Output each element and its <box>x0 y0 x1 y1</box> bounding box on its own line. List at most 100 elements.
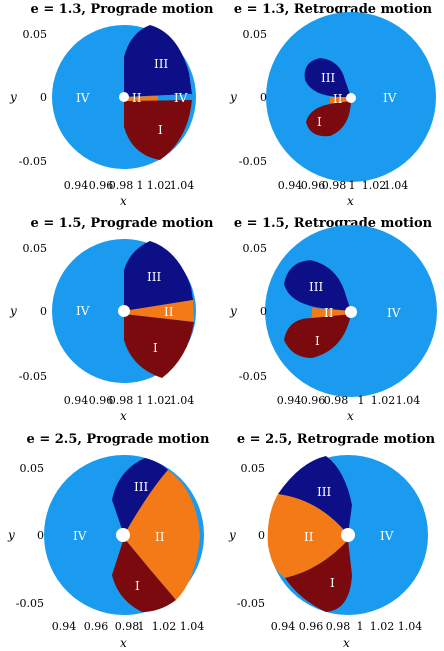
panel-title: e = 1.5, Prograde motion <box>31 216 214 231</box>
y-tick-label: -0.05 <box>239 155 267 168</box>
region-label: III <box>154 57 168 71</box>
region-III <box>304 58 351 97</box>
y-tick-label: -0.05 <box>239 370 267 383</box>
region-label: II <box>333 92 343 106</box>
y-tick-label: 0.05 <box>20 462 45 475</box>
x-tick-label: 1 <box>138 620 145 633</box>
region-label: II <box>155 530 165 544</box>
region-label: I <box>135 579 140 593</box>
y-ticks: 0.05 0 -0.05 <box>19 242 47 383</box>
panel-title: e = 2.5, Prograde motion <box>27 432 210 447</box>
region-label: I <box>315 334 320 348</box>
region-label: I <box>158 123 163 137</box>
region-III <box>124 241 193 311</box>
region-III <box>284 260 351 311</box>
region-III <box>112 458 168 535</box>
y-axis-label: y <box>7 528 15 542</box>
region-label: IV <box>387 306 401 320</box>
region-label: II <box>132 91 142 105</box>
region-label: III <box>317 485 331 499</box>
region-III <box>124 25 192 97</box>
x-tick-label: 0.94 <box>278 179 303 192</box>
x-tick-label: 1.02 <box>152 620 177 633</box>
x-tick-label: 1.04 <box>170 179 195 192</box>
y-tick-label: -0.05 <box>19 155 47 168</box>
secondary-body-marker <box>346 93 356 103</box>
region-label: IV <box>380 529 394 543</box>
region-label: III <box>147 270 161 284</box>
x-tick-label: 0.98 <box>322 179 347 192</box>
y-tick-label: 0.05 <box>243 242 268 255</box>
x-tick-label: 1.04 <box>180 620 205 633</box>
region-III <box>278 456 352 535</box>
y-ticks: 0.05 0 -0.05 <box>16 462 44 610</box>
panel-e25-prograde: e = 2.5, Prograde motion III IV II I 0.0… <box>7 432 210 650</box>
x-ticks: 0.94 0.96 0.98 1 1.02 1.04 <box>64 394 195 407</box>
panel-e25-retrograde: e = 2.5, Retrograde motion III II IV I 0… <box>228 432 436 650</box>
x-ticks: 0.94 0.96 0.98 1 1.02 1.04 <box>52 620 205 633</box>
region-label: I <box>153 341 158 355</box>
y-tick-label: 0.05 <box>23 242 48 255</box>
y-tick-label: -0.05 <box>16 597 44 610</box>
region-label: I <box>330 576 335 590</box>
region-label: III <box>321 71 335 85</box>
x-tick-label: 0.94 <box>52 620 77 633</box>
region-label: II <box>164 305 174 319</box>
disc <box>52 25 196 169</box>
y-tick-label: 0 <box>260 91 267 104</box>
x-tick-label: 1.02 <box>371 394 396 407</box>
region-II <box>330 97 351 103</box>
x-tick-label: 0.98 <box>326 620 351 633</box>
region-label: II <box>304 530 314 544</box>
secondary-body-marker <box>119 92 129 102</box>
x-tick-label: 0.96 <box>301 394 326 407</box>
y-axis-label: y <box>229 304 237 318</box>
panel-e15-prograde: e = 1.5, Prograde motion III IV II I 0.0… <box>9 216 214 423</box>
region-label: II <box>324 306 334 320</box>
x-tick-label: 1.02 <box>147 394 172 407</box>
disc <box>265 225 437 397</box>
x-axis-label: x <box>347 194 354 208</box>
panel-title: e = 1.5, Retrograde motion <box>234 216 433 231</box>
secondary-body-marker <box>341 528 355 542</box>
region-label: IV <box>73 529 87 543</box>
y-tick-label: 0 <box>40 305 47 318</box>
disc <box>266 12 436 182</box>
y-tick-label: -0.05 <box>19 370 47 383</box>
x-tick-label: 1 <box>137 394 144 407</box>
panel-e13-prograde: e = 1.3, Prograde motion III II IV IV I … <box>9 2 214 208</box>
y-tick-label: 0 <box>40 91 47 104</box>
x-tick-label: 0.96 <box>301 179 326 192</box>
x-tick-label: 1.02 <box>147 179 172 192</box>
x-axis-label: x <box>120 636 127 650</box>
secondary-body-marker <box>116 528 130 542</box>
region-II <box>124 96 158 101</box>
x-tick-label: 1.04 <box>170 394 195 407</box>
region-II <box>267 494 348 578</box>
panel-e13-retrograde: e = 1.3, Retrograde motion III II IV I 0… <box>229 2 436 208</box>
x-axis-label: x <box>120 194 127 208</box>
region-I <box>306 101 351 137</box>
x-tick-label: 0.96 <box>89 394 114 407</box>
x-tick-label: 1 <box>358 394 365 407</box>
disc <box>52 239 196 383</box>
x-tick-label: 0.98 <box>324 394 349 407</box>
secondary-body-marker <box>345 306 357 318</box>
region-label: IV <box>76 304 90 318</box>
panel-title: e = 2.5, Retrograde motion <box>237 432 436 447</box>
region-label: I <box>317 115 322 129</box>
x-tick-label: 0.96 <box>299 620 324 633</box>
x-tick-label: 0.94 <box>64 179 89 192</box>
x-tick-label: 1.02 <box>370 620 395 633</box>
y-ticks: 0.05 0 -0.05 <box>239 242 267 383</box>
x-tick-label: 0.98 <box>109 179 134 192</box>
x-tick-label: 0.98 <box>115 620 140 633</box>
y-tick-label: -0.05 <box>237 597 265 610</box>
y-axis-label: y <box>9 90 17 104</box>
y-axis-label: y <box>228 528 236 542</box>
x-tick-label: 0.94 <box>64 394 89 407</box>
y-tick-label: 0 <box>37 529 44 542</box>
secondary-body-marker <box>118 305 130 317</box>
y-ticks: 0.05 0 -0.05 <box>237 462 265 610</box>
region-I <box>285 540 352 612</box>
